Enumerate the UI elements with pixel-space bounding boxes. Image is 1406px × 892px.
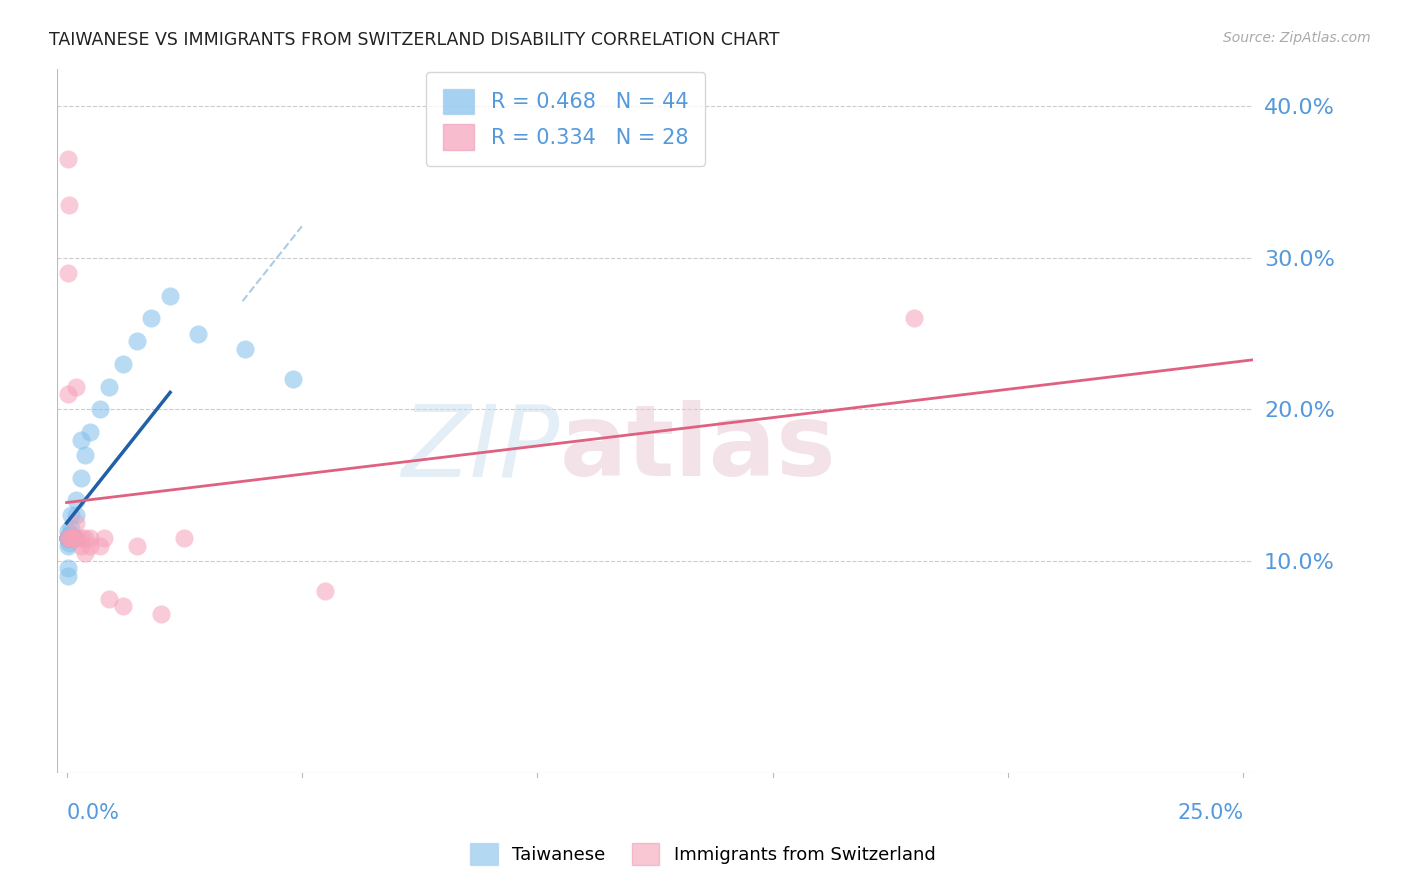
Point — [56, 266, 79, 280]
Point — [56, 153, 79, 167]
Point — [112, 599, 135, 614]
Point — [89, 402, 111, 417]
Point — [58, 531, 80, 545]
Point — [62, 531, 84, 545]
Point — [59, 531, 82, 545]
Point — [58, 531, 80, 545]
Point — [97, 379, 120, 393]
Point — [56, 531, 79, 545]
Text: 25.0%: 25.0% — [1177, 804, 1243, 823]
Point — [58, 198, 80, 212]
Point — [60, 531, 83, 545]
Point — [58, 531, 80, 545]
Point — [60, 508, 83, 523]
Point — [127, 334, 149, 349]
Point — [56, 531, 79, 545]
Point — [56, 531, 79, 545]
Point — [149, 607, 172, 621]
Text: atlas: atlas — [560, 401, 837, 498]
Point — [58, 531, 80, 545]
Point — [65, 531, 87, 545]
Point — [58, 531, 80, 545]
Point — [58, 531, 80, 545]
Point — [69, 531, 91, 545]
Point — [59, 526, 82, 541]
Point — [58, 531, 80, 545]
Point — [56, 531, 79, 545]
Point — [56, 569, 79, 583]
Point — [112, 357, 135, 371]
Point — [65, 531, 87, 545]
Point — [56, 531, 79, 545]
Point — [187, 326, 209, 341]
Point — [56, 387, 79, 401]
Legend: R = 0.468   N = 44, R = 0.334   N = 28: R = 0.468 N = 44, R = 0.334 N = 28 — [426, 72, 706, 167]
Point — [75, 531, 97, 545]
Text: TAIWANESE VS IMMIGRANTS FROM SWITZERLAND DISABILITY CORRELATION CHART: TAIWANESE VS IMMIGRANTS FROM SWITZERLAND… — [49, 31, 780, 49]
Text: ZIP: ZIP — [401, 401, 560, 498]
Point — [75, 546, 97, 560]
Point — [56, 524, 79, 538]
Point — [141, 311, 163, 326]
Point — [97, 591, 120, 606]
Text: Source: ZipAtlas.com: Source: ZipAtlas.com — [1223, 31, 1371, 45]
Point — [58, 531, 80, 545]
Point — [60, 531, 83, 545]
Point — [56, 531, 79, 545]
Point — [159, 289, 181, 303]
Point — [69, 433, 91, 447]
Point — [59, 531, 82, 545]
Point — [69, 470, 91, 484]
Point — [58, 531, 80, 545]
Point — [65, 508, 87, 523]
Point — [89, 539, 111, 553]
Point — [314, 584, 336, 599]
Point — [65, 516, 87, 530]
Point — [69, 539, 91, 553]
Point — [60, 531, 83, 545]
Point — [281, 372, 304, 386]
Point — [60, 531, 83, 545]
Legend: Taiwanese, Immigrants from Switzerland: Taiwanese, Immigrants from Switzerland — [463, 836, 943, 872]
Point — [58, 539, 80, 553]
Point — [127, 539, 149, 553]
Point — [75, 448, 97, 462]
Point — [56, 531, 79, 545]
Point — [56, 561, 79, 575]
Point — [79, 539, 101, 553]
Point — [56, 531, 79, 545]
Point — [235, 342, 257, 356]
Point — [58, 535, 80, 549]
Point — [62, 531, 84, 545]
Point — [173, 531, 195, 545]
Point — [79, 531, 101, 545]
Point — [58, 531, 80, 545]
Point — [93, 531, 115, 545]
Point — [65, 379, 87, 393]
Point — [79, 425, 101, 439]
Point — [903, 311, 925, 326]
Point — [60, 520, 83, 534]
Point — [65, 493, 87, 508]
Text: 0.0%: 0.0% — [66, 804, 120, 823]
